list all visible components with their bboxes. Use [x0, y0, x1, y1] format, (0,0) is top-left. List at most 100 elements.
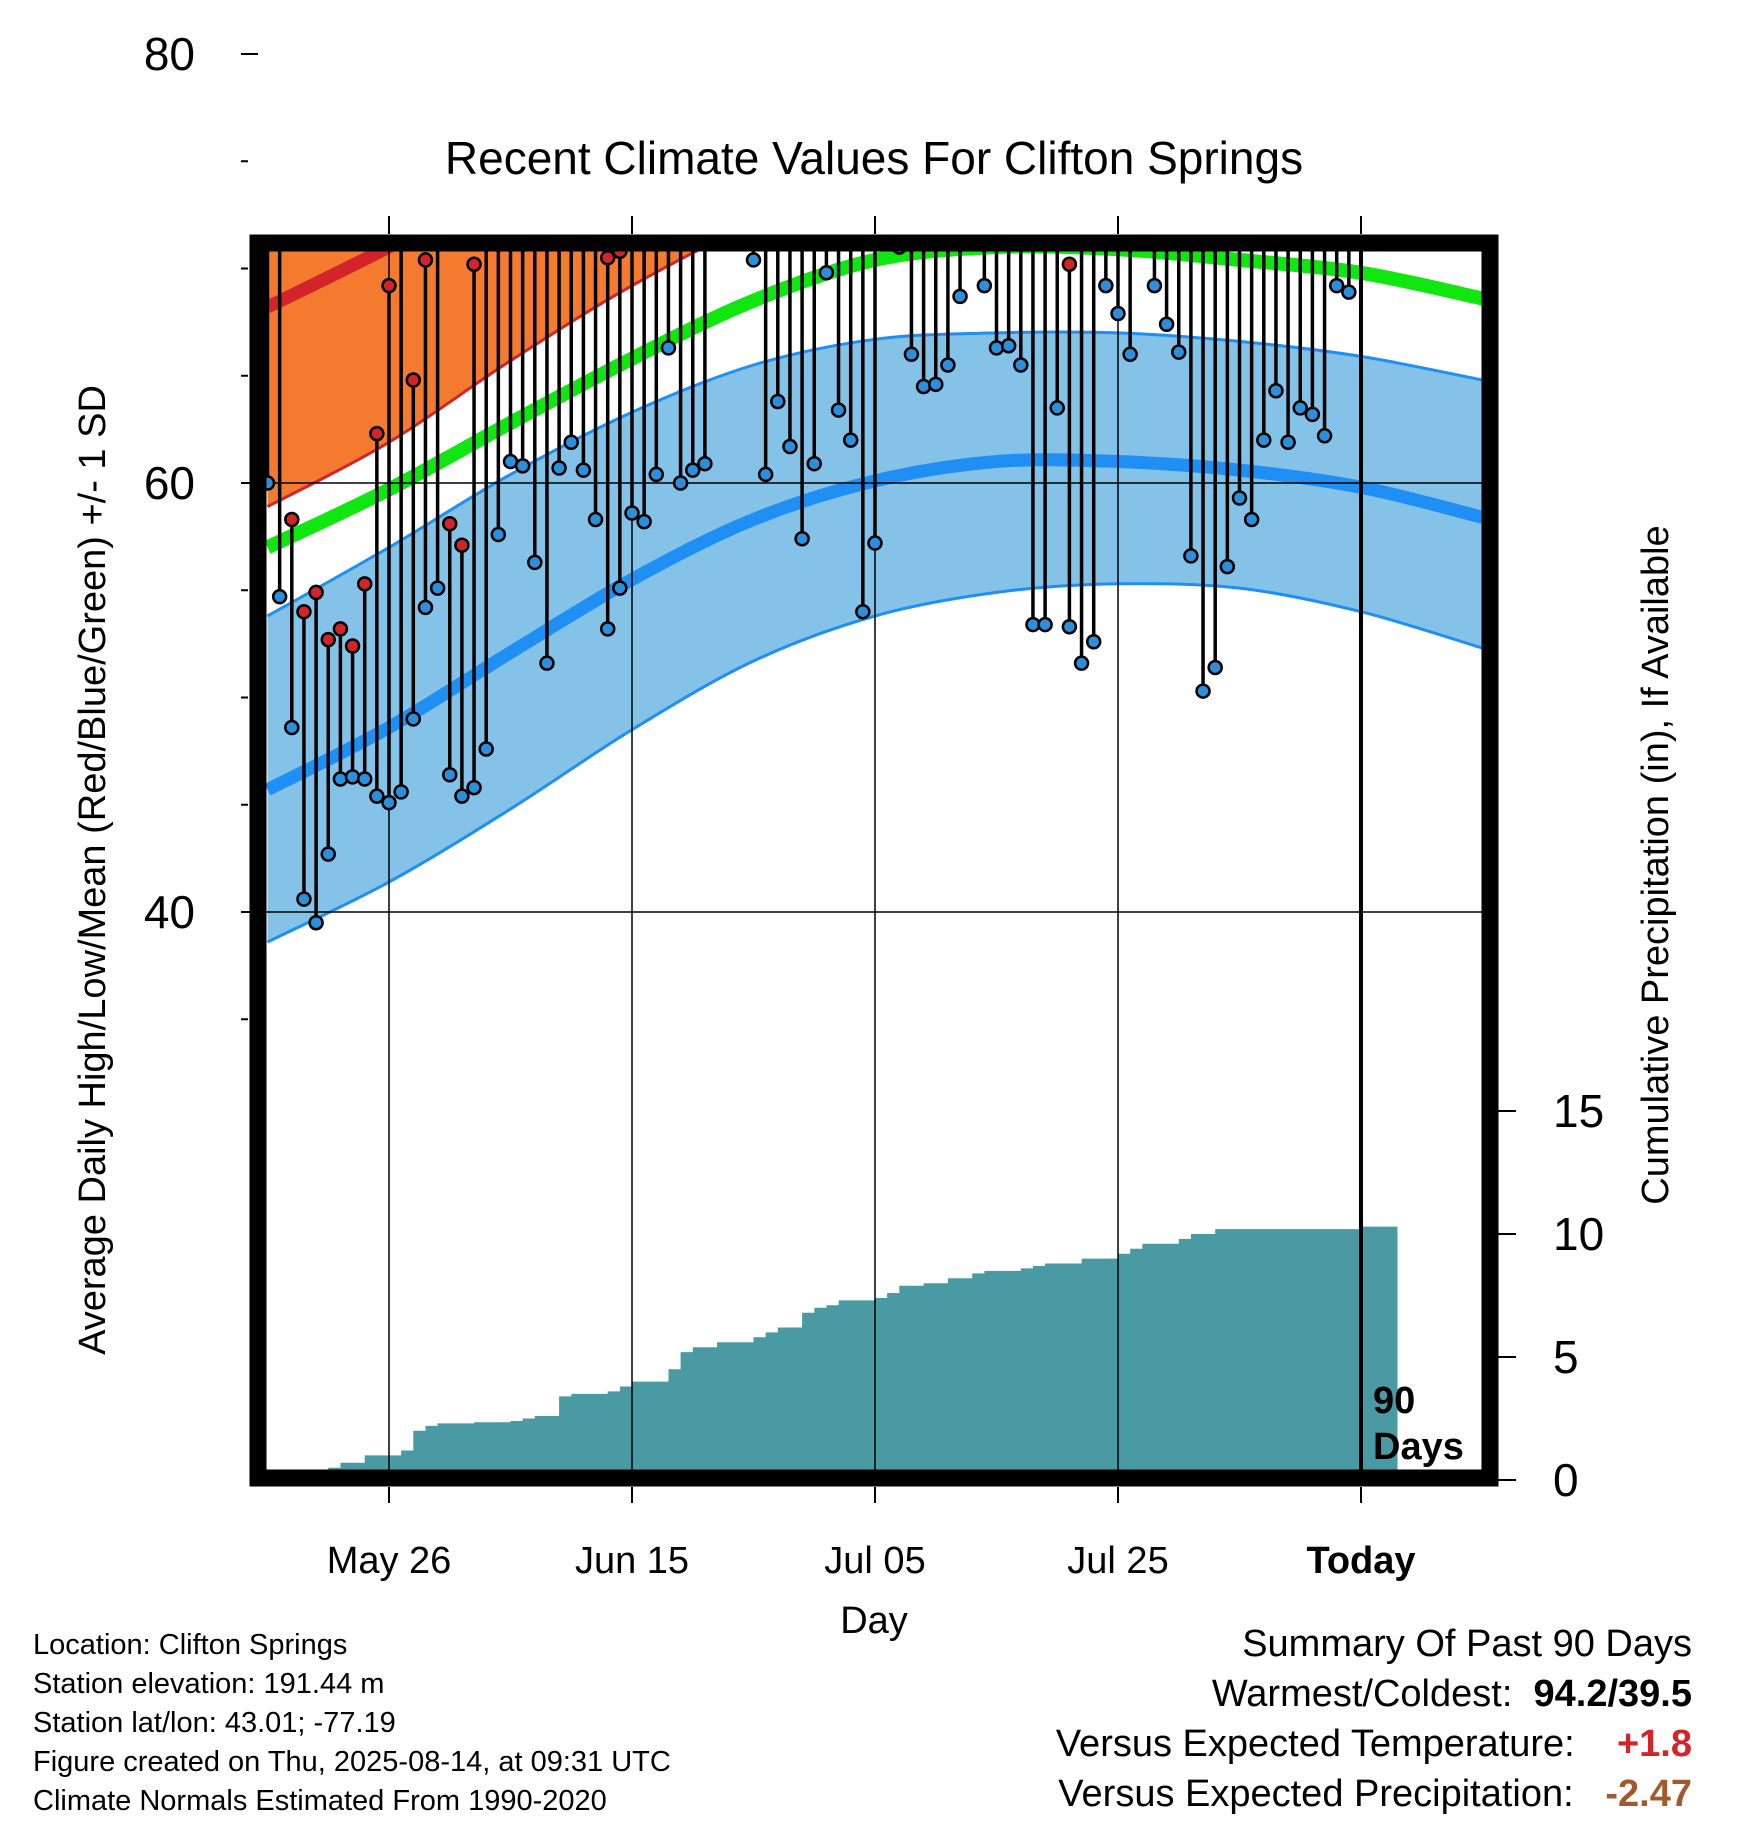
low-temp-point — [563, 434, 579, 450]
low-temp-point — [381, 794, 397, 811]
y2-axis-label: Cumulative Precipitation (in), If Availa… — [1635, 525, 1677, 1204]
info-created: Figure created on Thu, 2025-08-14, at 09… — [33, 1746, 671, 1778]
y2-tick-label: 10 — [1553, 1208, 1604, 1260]
summary-temperature: Versus Expected Temperature: +1.8 — [1056, 1725, 1692, 1763]
low-temp-point — [587, 511, 604, 528]
low-temp-point — [624, 505, 640, 521]
precipitation-area — [316, 1226, 1398, 1478]
x-tick-label: Jun 15 — [575, 1540, 689, 1582]
low-temp-point — [478, 741, 494, 757]
low-temp-point — [952, 288, 968, 305]
high-temp-point — [273, 108, 286, 121]
low-temp-point — [660, 340, 677, 356]
low-temp-point — [332, 771, 349, 787]
low-temp-point — [915, 378, 932, 395]
summary-precipitation-value: -2.47 — [1605, 1773, 1692, 1815]
y-tick-label: 60 — [144, 457, 195, 509]
high-temp-point — [308, 584, 324, 601]
low-temp-point — [1000, 337, 1017, 354]
high-temp-point — [796, 116, 809, 129]
low-temp-point — [1122, 346, 1138, 363]
low-temp-point — [928, 376, 944, 393]
low-temp-point — [454, 788, 470, 804]
high-temp-point — [454, 537, 470, 553]
high-temp-point — [1112, 2, 1125, 15]
low-temp-point — [830, 402, 847, 418]
high-temp-point — [284, 511, 300, 528]
y2-tick-label: 15 — [1553, 1085, 1604, 1137]
low-temp-point — [988, 340, 1005, 356]
chart-title: Recent Climate Values For Clifton Spring… — [445, 132, 1303, 184]
high-temp-point — [431, 157, 444, 170]
high-temp-point — [1221, 26, 1234, 39]
low-temp-point — [1158, 316, 1175, 333]
summary-title: Summary Of Past 90 Days — [1242, 1623, 1692, 1665]
summary-warmest-coldest-value: 94.2/39.5 — [1533, 1673, 1692, 1715]
low-temp-point — [417, 599, 434, 616]
high-temp-point — [650, 22, 663, 35]
low-temp-point — [966, 211, 979, 224]
summary-warmest-coldest-label: Warmest/Coldest: — [1211, 1673, 1513, 1715]
low-temp-point — [320, 846, 336, 862]
low-temp-point — [782, 438, 798, 455]
low-temp-point — [296, 891, 312, 907]
plot-area: 40 60 80 0 5 10 15 May 26 Jun 15 Jul 05 Jul 25 Toda… — [144, 0, 1604, 1582]
low-temp-point — [466, 779, 482, 796]
low-temp-point — [1256, 432, 1272, 448]
info-elevation: Station elevation: 191.44 m — [33, 1668, 385, 1700]
today-marker-days-label: Days — [1373, 1426, 1464, 1468]
low-temp-point — [271, 588, 288, 605]
low-temp-point — [903, 346, 920, 363]
high-temp-point — [674, 0, 687, 11]
today-marker-days-number: 90 — [1373, 1380, 1415, 1422]
high-temp-point — [296, 603, 312, 620]
low-temp-point — [1328, 277, 1345, 294]
low-temp-point — [723, 112, 736, 125]
low-temp-point — [1280, 434, 1296, 450]
low-temp-point — [284, 719, 300, 736]
high-temp-point — [1026, 215, 1039, 228]
x-tick-label: Jul 25 — [1067, 1540, 1168, 1582]
high-temp-point — [1075, 187, 1088, 200]
plot-frame — [249, 234, 1499, 1487]
low-temp-point — [575, 462, 592, 478]
x-tick-label: May 26 — [327, 1540, 452, 1582]
high-temp-point — [261, 20, 274, 33]
low-temp-point — [636, 513, 652, 530]
high-temp-point — [466, 256, 482, 272]
high-temp-point — [1051, 58, 1064, 71]
low-temp-point — [1341, 284, 1357, 300]
low-temp-point — [745, 252, 762, 268]
low-temp-point — [1268, 383, 1284, 399]
summary-precipitation: Versus Expected Precipitation: -2.47 — [1058, 1775, 1692, 1813]
low-temp-point — [794, 531, 810, 547]
low-temp-point — [685, 462, 701, 478]
low-temp-point — [757, 466, 774, 483]
low-temp-point — [697, 455, 713, 472]
high-temp-point — [553, 73, 566, 86]
low-temp-point — [1073, 655, 1090, 671]
low-temp-point — [308, 914, 324, 931]
high-temp-point — [442, 516, 458, 532]
low-temp-point — [842, 432, 859, 448]
y-tick-label: 80 — [144, 28, 195, 80]
low-temp-point — [976, 277, 993, 294]
x-tick-label: Jul 05 — [824, 1540, 925, 1582]
low-temp-point — [1195, 683, 1211, 699]
low-temp-point — [1292, 400, 1308, 416]
plot-inner — [258, 0, 1490, 1478]
low-temp-point — [599, 621, 616, 637]
low-temp-point — [1183, 548, 1199, 564]
low-temp-point — [1304, 406, 1321, 423]
low-temp-point — [356, 771, 373, 787]
low-temp-point — [818, 265, 835, 281]
low-temp-point — [442, 766, 458, 783]
low-temp-point — [1098, 277, 1114, 294]
low-temp-point — [770, 393, 786, 410]
high-temp-point — [599, 250, 616, 266]
info-normals: Climate Normals Estimated From 1990-2020 — [33, 1785, 607, 1817]
high-temp-point — [978, 7, 991, 20]
high-temp-point — [565, 200, 578, 213]
low-temp-point — [1146, 277, 1163, 294]
